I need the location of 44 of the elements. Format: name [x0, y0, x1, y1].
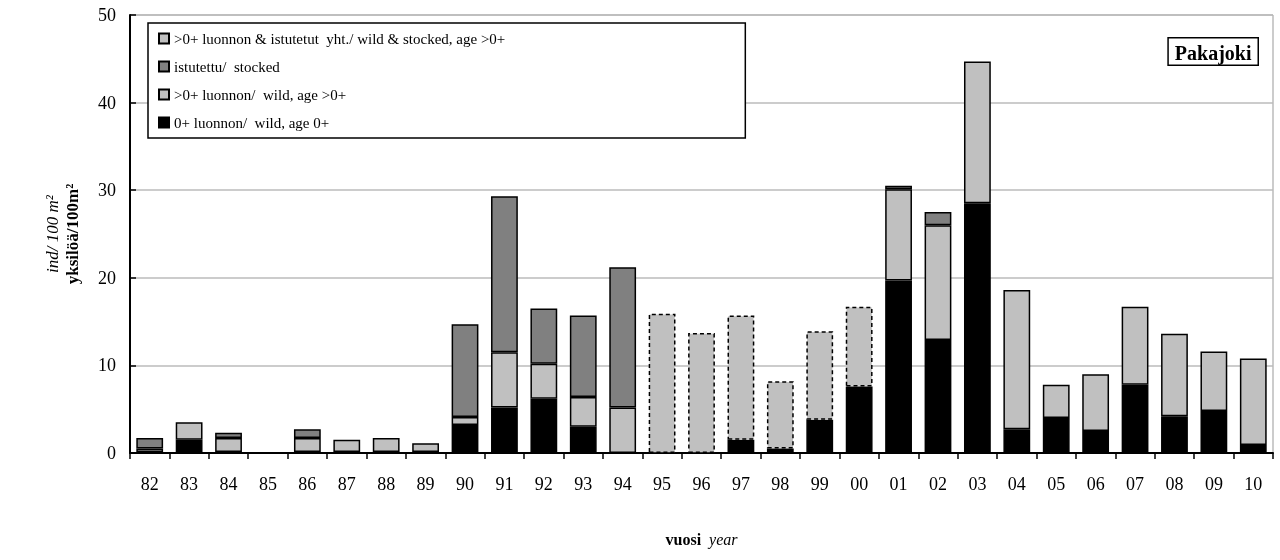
legend-label: >0+ luonnon/ wild, age >0+	[174, 86, 347, 103]
x-tick-label: 00	[850, 474, 869, 494]
x-tick-label: 03	[968, 474, 987, 494]
y-axis-title: ind/ 100 m² yksilöä/100m²	[42, 183, 82, 285]
bar	[766, 381, 794, 449]
x-tick-label: 84	[219, 474, 238, 494]
x-tick-label: 91	[495, 474, 514, 494]
y-tick-label: 40	[98, 92, 116, 113]
x-tick-label: 02	[928, 474, 947, 494]
x-tick-label: 96	[692, 474, 711, 494]
x-tick-label: 01	[889, 474, 908, 494]
x-tick-label: 06	[1086, 474, 1105, 494]
legend-label: 0+ luonnon/ wild, age 0+	[174, 114, 330, 131]
x-tick-label: 98	[771, 474, 790, 494]
x-tick-label: 10	[1244, 474, 1263, 494]
bar	[136, 438, 164, 449]
x-tick-label: 92	[534, 474, 553, 494]
x-tick-label: 93	[574, 474, 593, 494]
x-tick-label: 97	[731, 474, 750, 494]
y-tick-label: 10	[98, 355, 116, 376]
y-tick-label: 20	[98, 267, 116, 288]
x-tick-label: 83	[180, 474, 199, 494]
x-tick-label: 95	[653, 474, 672, 494]
x-tick-label: 94	[613, 474, 632, 494]
x-tick-label: 88	[377, 474, 396, 494]
x-tick-label: 04	[1007, 474, 1026, 494]
x-tick-label: 86	[298, 474, 317, 494]
x-tick-label: 89	[416, 474, 435, 494]
x-tick-label: 07	[1126, 474, 1145, 494]
annotation: Pakajoki	[1174, 41, 1252, 65]
x-tick-label: 85	[258, 474, 277, 494]
x-tick-label: 87	[337, 474, 356, 494]
x-tick-label: 08	[1165, 474, 1184, 494]
legend-label: istutettu/ stocked	[174, 58, 281, 75]
legend-label: >0+ luonnon & istutetut yht./ wild & stocked, age >0+	[174, 30, 506, 47]
x-tick-label: 82	[140, 474, 159, 494]
y-tick-label: 0	[107, 443, 116, 463]
x-tick-label: 09	[1204, 474, 1223, 494]
x-tick-label: 99	[810, 474, 829, 494]
x-tick-label: 90	[456, 474, 475, 494]
x-tick-label: 05	[1047, 474, 1066, 494]
x-axis-title: vuosi year	[665, 530, 739, 549]
y-tick-label: 30	[98, 180, 116, 201]
y-tick-label: 50	[98, 5, 116, 25]
